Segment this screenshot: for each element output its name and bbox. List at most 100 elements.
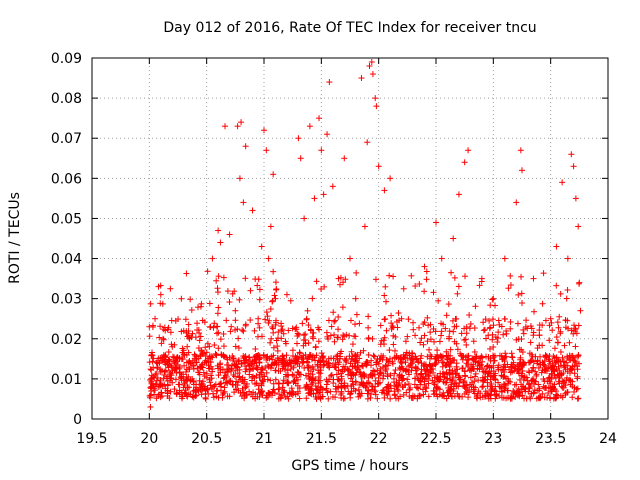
data-point [402,338,409,345]
data-point [241,354,248,361]
data-point [211,342,218,349]
data-point [385,358,392,365]
data-point [409,350,416,357]
data-point [374,367,381,374]
data-point [358,75,365,82]
data-point [191,351,198,358]
data-point [568,151,575,158]
data-point [335,275,342,282]
data-point [224,393,231,400]
data-point [154,357,161,364]
data-point [503,375,510,382]
data-point [247,317,254,324]
data-point [528,325,535,332]
data-point [269,298,276,305]
data-point [387,395,394,402]
data-point [273,317,280,324]
data-point [357,349,364,356]
data-point [224,356,231,363]
data-point [575,351,582,358]
data-point [184,393,191,400]
data-point [443,395,450,402]
data-point [323,329,330,336]
data-point [159,393,166,400]
data-point [279,359,286,366]
data-point [530,358,537,365]
data-point [252,345,259,352]
data-point [148,351,155,358]
data-point [218,352,225,359]
data-point [425,322,432,329]
data-point [546,337,553,344]
data-point [564,255,571,262]
data-point [156,334,163,341]
data-point [509,368,516,375]
data-point [448,269,455,276]
data-point [158,389,165,396]
data-point [431,338,438,345]
data-point [472,370,479,377]
data-point [412,283,419,290]
data-point [341,333,348,340]
data-point [519,167,525,174]
data-point [162,352,169,359]
data-point [309,371,316,378]
data-point [237,389,244,396]
data-point [488,364,495,371]
data-point [451,356,458,363]
data-point [463,330,470,337]
data-point [157,366,164,373]
data-point [553,354,560,361]
data-point [164,381,171,388]
data-point [388,320,395,327]
data-point [545,364,552,371]
data-point [232,362,239,369]
data-point [226,299,233,306]
data-point [486,325,493,332]
data-point [315,338,322,345]
data-point [545,390,552,397]
data-point [243,366,250,373]
data-point [471,390,478,397]
data-point [492,376,499,383]
data-point [521,395,528,402]
data-point [173,365,180,372]
data-point [463,341,470,348]
data-point [559,378,566,385]
data-point [294,333,301,340]
data-point [372,276,379,283]
data-point [239,385,246,392]
data-point [562,366,569,373]
data-point [496,352,503,359]
y-tick-label: 0.03 [51,292,82,308]
data-point [157,291,164,298]
data-point [480,368,487,375]
data-point [572,195,579,202]
data-point [501,255,508,262]
data-point [446,371,453,378]
data-point [242,368,249,375]
data-point [517,147,524,154]
data-point [513,199,520,206]
data-point [439,363,446,370]
data-point [462,336,469,343]
data-point [550,384,557,391]
data-point [494,364,501,371]
data-point [289,325,296,332]
data-point [372,388,379,395]
data-point [564,286,571,293]
data-point [220,343,227,350]
data-point [352,379,359,386]
data-point [381,390,388,397]
data-point [245,354,252,361]
data-point [256,374,263,381]
data-point [204,340,211,347]
data-point [258,382,265,389]
data-point [226,231,233,238]
data-point [423,363,430,370]
data-point [292,360,299,367]
data-point [327,388,334,395]
data-point [546,322,553,329]
data-point [187,377,194,384]
data-point [203,349,210,356]
